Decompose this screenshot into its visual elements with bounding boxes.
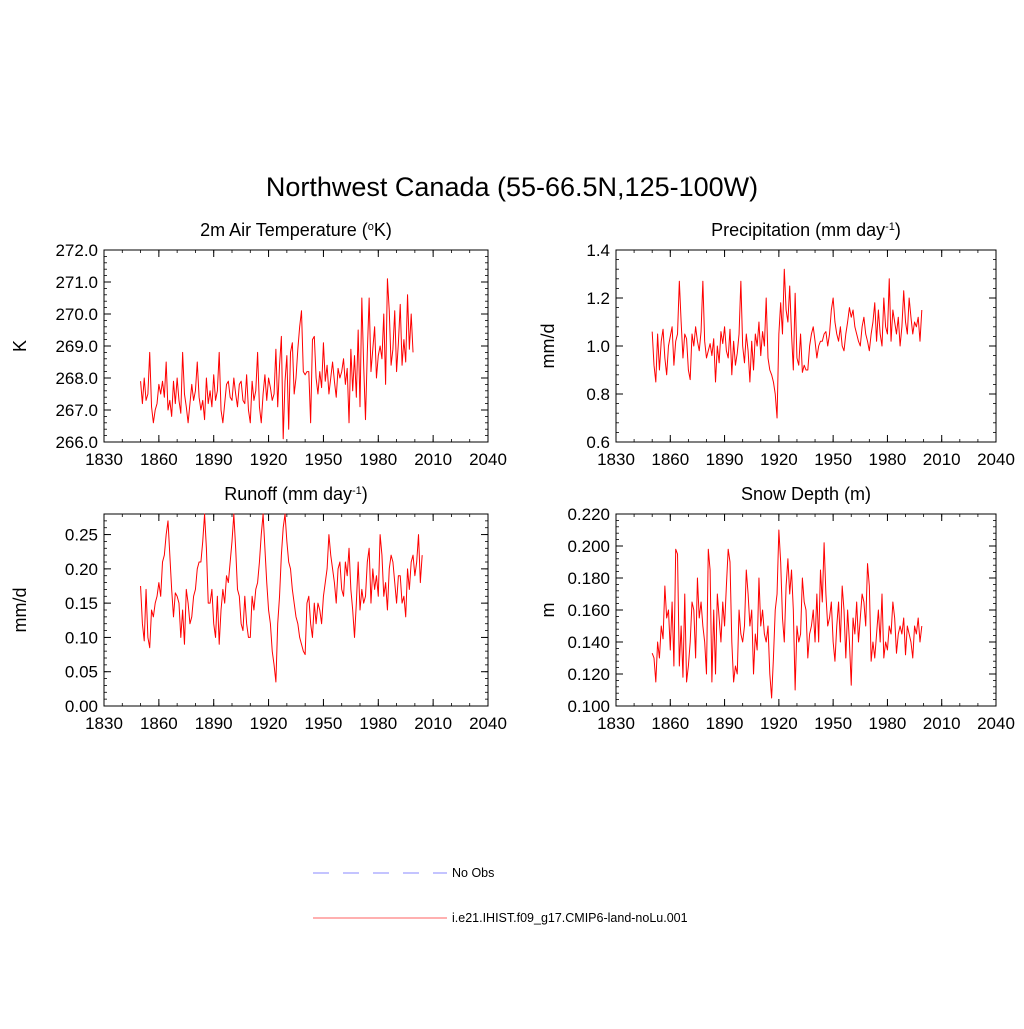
y-axis-label: mm/d [538, 324, 558, 369]
panel-4: 1830 1860 1890 1920 1950 1980 2010 2040 0.100 0.1… [538, 484, 1015, 733]
x-tick-label: 1980 [869, 714, 907, 733]
x-tick-label: 1830 [597, 450, 635, 469]
x-tick-label: 1950 [814, 714, 852, 733]
y-tick-label: 0.05 [65, 663, 98, 682]
y-tick-label: 0.25 [65, 526, 98, 545]
x-tick-label: 1830 [85, 714, 123, 733]
y-tick-label: 1.0 [586, 337, 610, 356]
x-tick-label: 1950 [305, 450, 343, 469]
legend: No Obs i.e21.IHIST.f09_g17.CMIP6-land-no… [313, 866, 688, 925]
x-tick-label: 1890 [706, 450, 744, 469]
y-tick-label: 267.0 [55, 401, 98, 420]
x-tick-label: 2010 [923, 714, 961, 733]
x-tick-label: 2010 [414, 714, 452, 733]
figure-title: Northwest Canada (55-66.5N,125-100W) [266, 172, 758, 202]
y-tick-label: 0.180 [567, 569, 610, 588]
y-tick-label: 269.0 [55, 337, 98, 356]
x-tick-label: 1860 [651, 450, 689, 469]
y-tick-label: 1.2 [586, 289, 610, 308]
x-tick-label: 1920 [760, 714, 798, 733]
y-tick-label: 266.0 [55, 433, 98, 452]
x-tick-label: 1950 [814, 450, 852, 469]
y-tick-label: 271.0 [55, 273, 98, 292]
x-tick-label: 1920 [760, 450, 798, 469]
y-tick-label: 270.0 [55, 305, 98, 324]
series-line [651, 529, 923, 699]
x-tick-label: 1950 [305, 714, 343, 733]
x-tick-label: 2010 [414, 450, 452, 469]
y-tick-label: 0.15 [65, 594, 98, 613]
x-tick-label: 1920 [250, 450, 288, 469]
x-tick-label: 1860 [140, 714, 178, 733]
panels: 1830 1860 1890 1920 1950 1980 2010 2040 266.0 267… [10, 220, 1015, 733]
x-tick-label: 1980 [359, 450, 397, 469]
y-axis-label: K [10, 340, 30, 352]
legend-no-obs-label: No Obs [452, 866, 494, 880]
y-tick-label: 0.6 [586, 433, 610, 452]
x-tick-label: 1860 [651, 714, 689, 733]
x-tick-label: 1980 [359, 714, 397, 733]
y-tick-label: 0.220 [567, 505, 610, 524]
y-tick-label: 1.4 [586, 241, 610, 260]
x-tick-label: 1920 [250, 714, 288, 733]
panel-1: 1830 1860 1890 1920 1950 1980 2010 2040 266.0 267… [10, 220, 507, 469]
x-tick-label: 1830 [85, 450, 123, 469]
x-tick-label: 1890 [195, 450, 233, 469]
legend-model-label: i.e21.IHIST.f09_g17.CMIP6-land-noLu.001 [452, 911, 688, 925]
panel-title: Snow Depth (m) [741, 484, 871, 504]
panel-title: Precipitation (mm day-1) [711, 220, 901, 240]
x-tick-label: 1830 [597, 714, 635, 733]
x-tick-label: 1890 [706, 714, 744, 733]
y-tick-label: 0.200 [567, 537, 610, 556]
panel-3: 1830 1860 1890 1920 1950 1980 2010 2040 0.00 0.05… [10, 484, 507, 733]
y-tick-label: 272.0 [55, 241, 98, 260]
x-tick-label: 2040 [469, 450, 507, 469]
y-tick-label: 0.100 [567, 697, 610, 716]
y-tick-label: 0.140 [567, 633, 610, 652]
panel-title: 2m Air Temperature (oK) [200, 220, 392, 240]
panel-2: 1830 1860 1890 1920 1950 1980 2010 2040 0.6 0.8 1.… [538, 220, 1015, 469]
x-tick-label: 2010 [923, 450, 961, 469]
x-tick-label: 1860 [140, 450, 178, 469]
x-tick-label: 1890 [195, 714, 233, 733]
panel-title: Runoff (mm day-1) [224, 484, 368, 504]
x-tick-label: 1980 [869, 450, 907, 469]
y-tick-label: 0.160 [567, 601, 610, 620]
y-tick-label: 0.10 [65, 628, 98, 647]
y-tick-label: 0.8 [586, 385, 610, 404]
y-tick-label: 0.00 [65, 697, 98, 716]
series-line [140, 278, 414, 440]
series-line [140, 513, 423, 683]
series-line [651, 268, 923, 419]
x-tick-label: 2040 [977, 450, 1015, 469]
y-tick-label: 268.0 [55, 369, 98, 388]
y-axis-label: mm/d [10, 588, 30, 633]
x-tick-label: 2040 [469, 714, 507, 733]
y-tick-label: 0.20 [65, 560, 98, 579]
x-tick-label: 2040 [977, 714, 1015, 733]
y-tick-label: 0.120 [567, 665, 610, 684]
y-axis-label: m [538, 603, 558, 618]
